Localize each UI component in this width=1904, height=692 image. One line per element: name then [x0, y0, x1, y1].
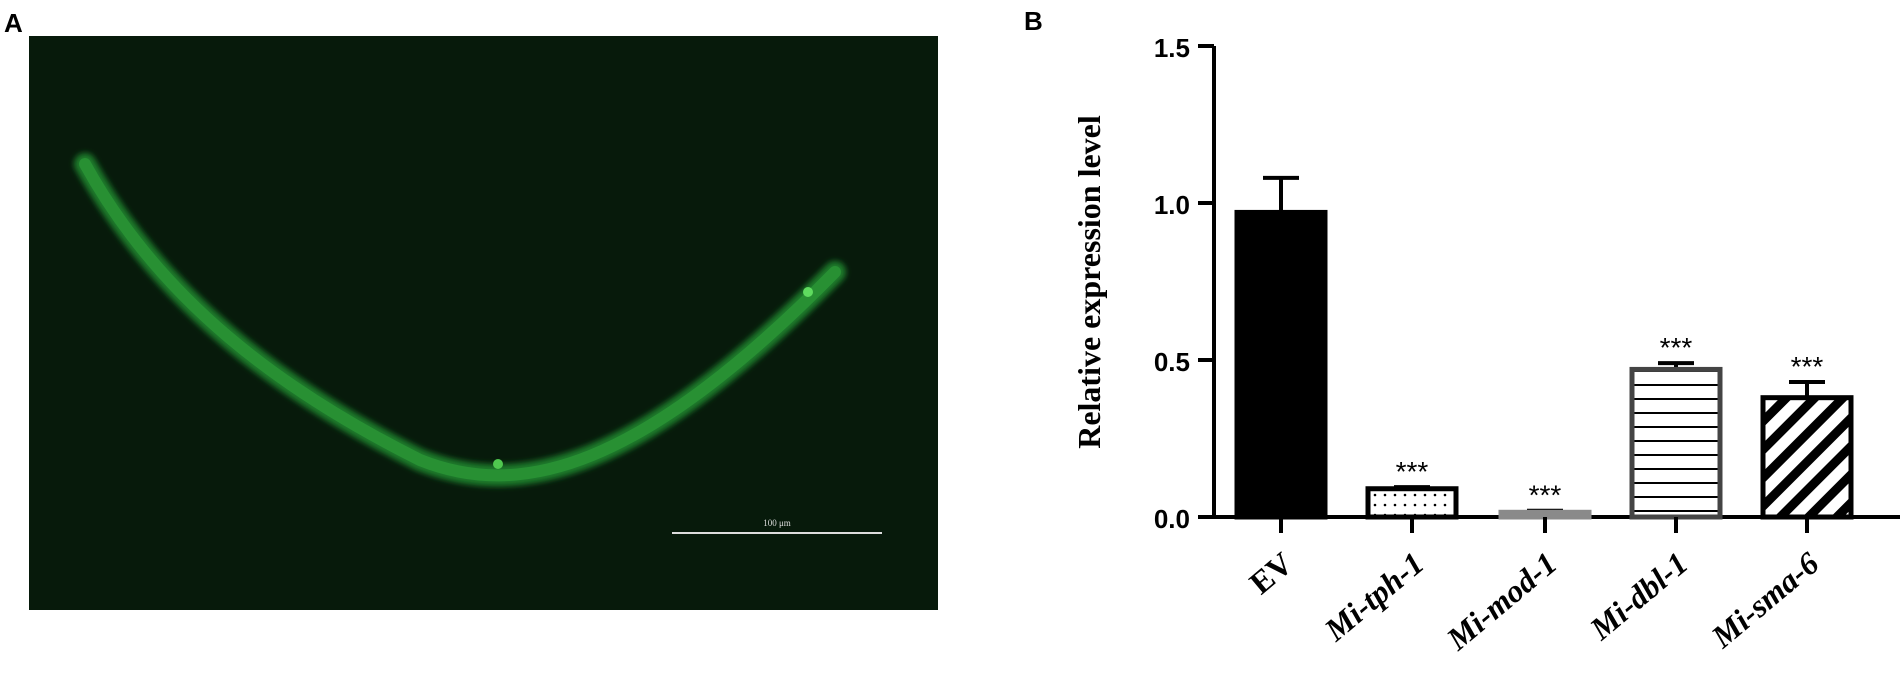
- bar: [1498, 509, 1592, 520]
- value-label: ***: [1660, 332, 1693, 363]
- error-bar: [1263, 175, 1299, 213]
- bar: [1365, 486, 1459, 520]
- y-tick-label: 1.5: [1154, 33, 1190, 63]
- bar: [1760, 395, 1854, 520]
- y-tick-label: 0.5: [1154, 347, 1190, 377]
- x-tick-label: EV: [1242, 545, 1299, 601]
- value-label: ***: [1529, 480, 1562, 511]
- y-axis-title: Relative expression level: [1071, 115, 1107, 449]
- x-tick-label: Mi-sma-6: [1704, 545, 1826, 655]
- panel-label: A: [4, 8, 23, 38]
- error-bar: [1789, 379, 1825, 398]
- value-label: ***: [1791, 351, 1824, 382]
- x-tick-label: Mi-mod-1: [1439, 545, 1564, 658]
- micrograph: 100 μm: [29, 36, 938, 610]
- scale-bar-label: 100 μm: [763, 518, 791, 528]
- bar: [1234, 209, 1328, 520]
- value-label: ***: [1396, 456, 1429, 487]
- bar: [1629, 366, 1723, 520]
- x-tick-label: Mi-dbl-1: [1582, 545, 1694, 647]
- panel-label: B: [1024, 6, 1043, 36]
- x-tick-label: Mi-tph-1: [1317, 545, 1431, 649]
- y-tick-label: 0.0: [1154, 504, 1190, 534]
- y-tick-label: 1.0: [1154, 190, 1190, 220]
